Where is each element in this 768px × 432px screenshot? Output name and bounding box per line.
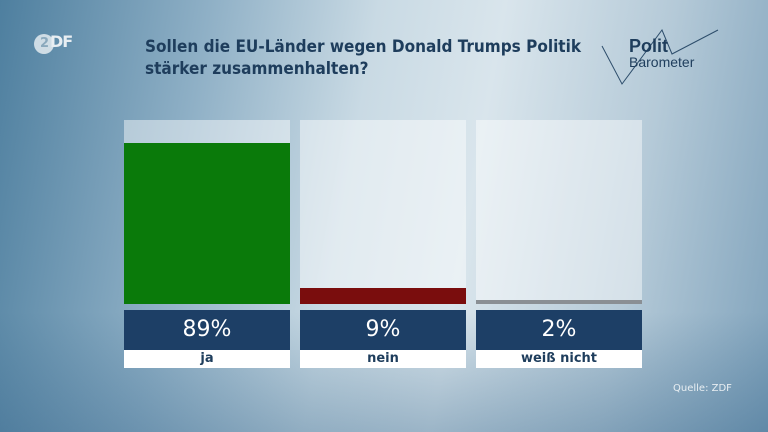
value-label: 89% [124,310,290,350]
politbarometer-logo: Polit Barometer [600,28,724,88]
value-label: 2% [476,310,642,350]
value-label: 9% [300,310,466,350]
category-label: ja [124,350,290,368]
bar-1 [300,287,466,304]
logo-polit: Polit [629,36,668,56]
chart-title: Sollen die EU-Länder wegen Donald Trumps… [145,37,582,79]
bar-track [124,120,290,304]
politbarometer-check-icon [601,28,719,85]
category-label: weiß nicht [476,350,642,368]
bar-2 [476,300,642,304]
bar-0 [124,142,290,304]
bar-track [300,120,466,304]
zdf-logo: 2 DF [34,32,73,54]
source-label: Quelle: ZDF [673,383,732,394]
bar-track [476,120,642,304]
logo-barometer: Barometer [629,54,695,70]
category-label: nein [300,350,466,368]
